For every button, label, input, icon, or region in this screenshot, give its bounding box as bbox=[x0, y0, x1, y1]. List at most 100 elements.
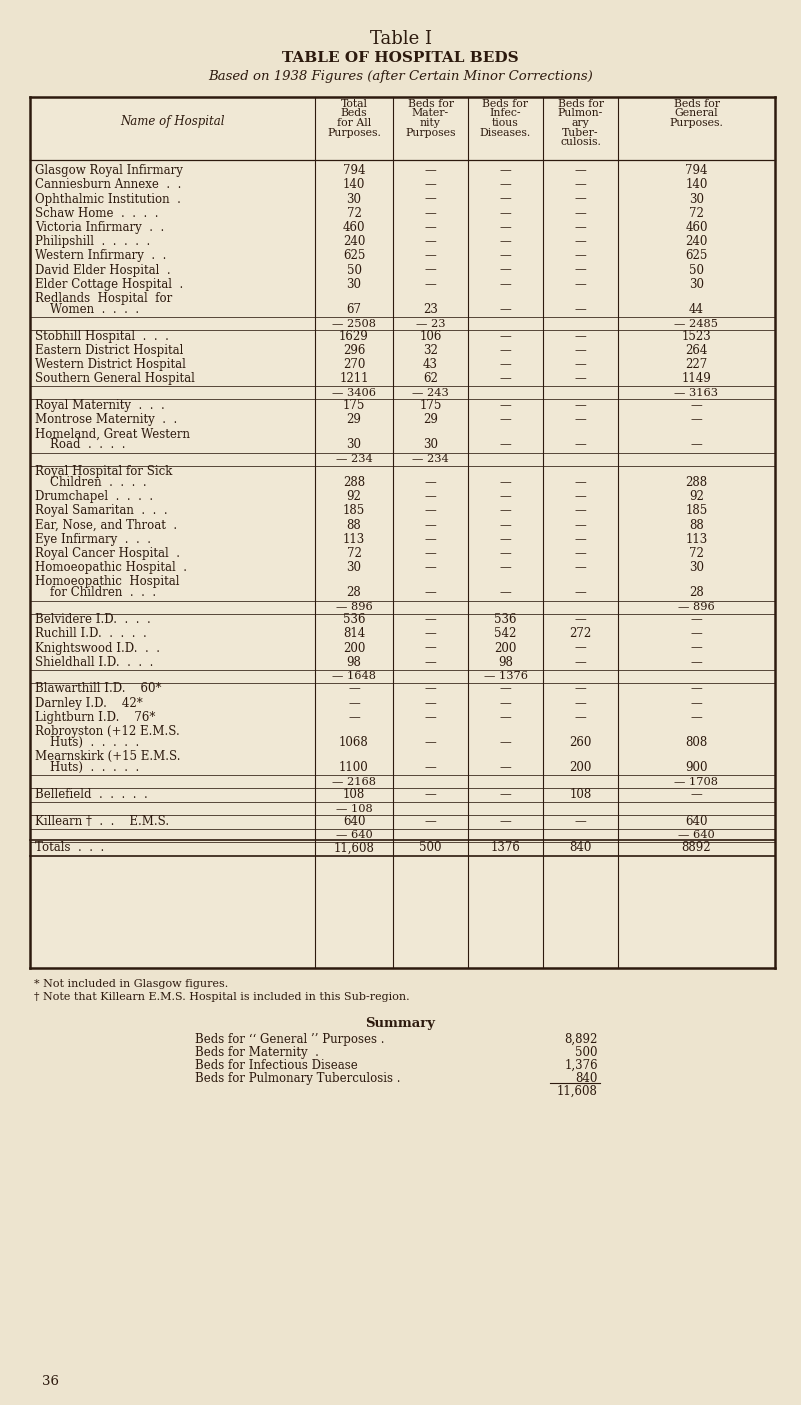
Text: Schaw Home  .  .  .  .: Schaw Home . . . . bbox=[35, 207, 159, 219]
Text: —: — bbox=[574, 249, 586, 263]
Text: Summary: Summary bbox=[365, 1017, 436, 1030]
Text: 106: 106 bbox=[419, 330, 441, 343]
Text: * Not included in Glasgow figures.: * Not included in Glasgow figures. bbox=[34, 979, 228, 989]
Text: —: — bbox=[425, 642, 437, 655]
Text: Homeland, Great Western: Homeland, Great Western bbox=[35, 427, 190, 440]
Text: 108: 108 bbox=[570, 788, 592, 801]
Text: 1100: 1100 bbox=[339, 762, 369, 774]
Text: Based on 1938 Figures (after Certain Minor Corrections): Based on 1938 Figures (after Certain Min… bbox=[208, 70, 593, 83]
Text: —: — bbox=[574, 683, 586, 695]
Text: 43: 43 bbox=[423, 358, 438, 371]
Text: — 896: — 896 bbox=[678, 603, 714, 613]
Text: Purposes.: Purposes. bbox=[327, 128, 381, 138]
Text: David Elder Hospital  .: David Elder Hospital . bbox=[35, 264, 171, 277]
Text: 185: 185 bbox=[686, 504, 707, 517]
Text: 270: 270 bbox=[343, 358, 365, 371]
Text: 814: 814 bbox=[343, 628, 365, 641]
Text: — 3406: — 3406 bbox=[332, 388, 376, 398]
Text: 30: 30 bbox=[347, 278, 361, 291]
Text: 1,376: 1,376 bbox=[565, 1059, 598, 1072]
Text: —: — bbox=[425, 762, 437, 774]
Text: 44: 44 bbox=[689, 303, 704, 316]
Text: —: — bbox=[425, 264, 437, 277]
Text: 840: 840 bbox=[576, 1072, 598, 1085]
Text: 536: 536 bbox=[343, 613, 365, 627]
Text: —: — bbox=[500, 178, 511, 191]
Text: Western Infirmary  .  .: Western Infirmary . . bbox=[35, 249, 167, 263]
Text: 460: 460 bbox=[343, 221, 365, 235]
Text: 88: 88 bbox=[347, 518, 361, 531]
Text: 29: 29 bbox=[423, 413, 438, 426]
Text: 11,608: 11,608 bbox=[333, 842, 374, 854]
Text: —: — bbox=[690, 656, 702, 669]
Text: Women  .  .  .  .: Women . . . . bbox=[35, 303, 139, 316]
Text: 200: 200 bbox=[494, 642, 517, 655]
Text: —: — bbox=[690, 399, 702, 412]
Text: —: — bbox=[574, 476, 586, 489]
Text: Drumchapel  .  .  .  .: Drumchapel . . . . bbox=[35, 490, 153, 503]
Text: Royal Samaritan  .  .  .: Royal Samaritan . . . bbox=[35, 504, 167, 517]
Text: 62: 62 bbox=[423, 372, 438, 385]
Text: —: — bbox=[500, 438, 511, 451]
Text: Knightswood I.D.  .  .: Knightswood I.D. . . bbox=[35, 642, 160, 655]
Text: —: — bbox=[574, 438, 586, 451]
Text: —: — bbox=[500, 413, 511, 426]
Text: 900: 900 bbox=[685, 762, 708, 774]
Text: Homoeopathic  Hospital: Homoeopathic Hospital bbox=[35, 576, 179, 589]
Text: Beds for: Beds for bbox=[482, 98, 529, 110]
Text: 794: 794 bbox=[343, 164, 365, 177]
Text: —: — bbox=[348, 711, 360, 724]
Text: —: — bbox=[500, 697, 511, 710]
Text: 36: 36 bbox=[42, 1375, 59, 1388]
Text: 240: 240 bbox=[343, 235, 365, 249]
Text: 11,608: 11,608 bbox=[557, 1085, 598, 1097]
Text: —: — bbox=[690, 697, 702, 710]
Text: Diseases.: Diseases. bbox=[480, 128, 531, 138]
Text: Beds for ‘‘ General ’’ Purposes .: Beds for ‘‘ General ’’ Purposes . bbox=[195, 1033, 384, 1045]
Text: —: — bbox=[690, 628, 702, 641]
Text: —: — bbox=[574, 504, 586, 517]
Text: 640: 640 bbox=[343, 815, 365, 828]
Text: 28: 28 bbox=[689, 586, 704, 600]
Text: —: — bbox=[500, 561, 511, 575]
Text: Huts)  .  .  .  .  .: Huts) . . . . . bbox=[35, 736, 139, 749]
Text: 113: 113 bbox=[343, 532, 365, 547]
Text: 98: 98 bbox=[498, 656, 513, 669]
Text: —: — bbox=[574, 711, 586, 724]
Text: Beds for: Beds for bbox=[674, 98, 719, 110]
Text: — 3163: — 3163 bbox=[674, 388, 718, 398]
Text: — 2168: — 2168 bbox=[332, 777, 376, 787]
Text: —: — bbox=[574, 399, 586, 412]
Text: Infec-: Infec- bbox=[489, 108, 521, 118]
Text: —: — bbox=[574, 547, 586, 561]
Text: —: — bbox=[500, 344, 511, 357]
Text: 840: 840 bbox=[570, 842, 592, 854]
Text: 8892: 8892 bbox=[682, 842, 711, 854]
Text: — 108: — 108 bbox=[336, 804, 372, 813]
Text: —: — bbox=[425, 788, 437, 801]
Text: —: — bbox=[500, 736, 511, 749]
Text: Purposes.: Purposes. bbox=[670, 118, 723, 128]
Text: 67: 67 bbox=[347, 303, 361, 316]
Text: —: — bbox=[425, 586, 437, 600]
Text: 200: 200 bbox=[343, 642, 365, 655]
Text: —: — bbox=[425, 683, 437, 695]
Text: —: — bbox=[425, 235, 437, 249]
Text: Children  .  .  .  .: Children . . . . bbox=[35, 476, 147, 489]
Text: —: — bbox=[574, 697, 586, 710]
Text: —: — bbox=[574, 278, 586, 291]
Text: —: — bbox=[574, 358, 586, 371]
Text: 200: 200 bbox=[570, 762, 592, 774]
Text: —: — bbox=[690, 683, 702, 695]
Text: 460: 460 bbox=[685, 221, 708, 235]
Text: 288: 288 bbox=[686, 476, 707, 489]
Text: —: — bbox=[348, 683, 360, 695]
Text: —: — bbox=[500, 192, 511, 205]
Text: —: — bbox=[348, 697, 360, 710]
Text: 272: 272 bbox=[570, 628, 592, 641]
Text: —: — bbox=[425, 613, 437, 627]
Text: —: — bbox=[425, 504, 437, 517]
Text: — 1708: — 1708 bbox=[674, 777, 718, 787]
Text: Road  .  .  .  .: Road . . . . bbox=[35, 438, 126, 451]
Text: 542: 542 bbox=[494, 628, 517, 641]
